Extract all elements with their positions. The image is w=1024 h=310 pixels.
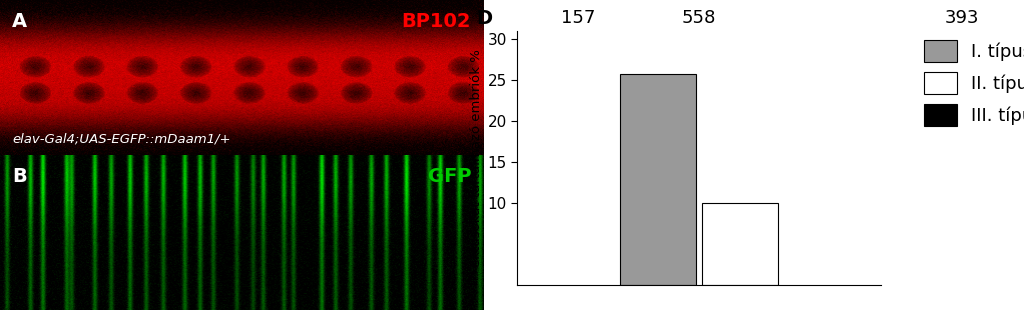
Bar [621,74,696,285]
Text: GFP: GFP [428,167,471,186]
Text: 558: 558 [682,9,716,27]
Text: elav-Gal4;UAS-EGFP::mDaam1/+: elav-Gal4;UAS-EGFP::mDaam1/+ [12,133,230,146]
Y-axis label: ektusokat tartalmazó embriók %: ektusokat tartalmazó embriók % [470,49,483,267]
Text: B: B [12,167,27,186]
Bar [701,203,777,285]
Text: 393: 393 [945,9,980,27]
Text: D: D [476,9,493,28]
Text: BP102: BP102 [401,12,471,31]
Text: A: A [12,12,28,31]
Legend: I. típus, II. típus, III. típus: I. típus, II. típus, III. típus [919,35,1024,132]
Text: 157: 157 [560,9,595,27]
